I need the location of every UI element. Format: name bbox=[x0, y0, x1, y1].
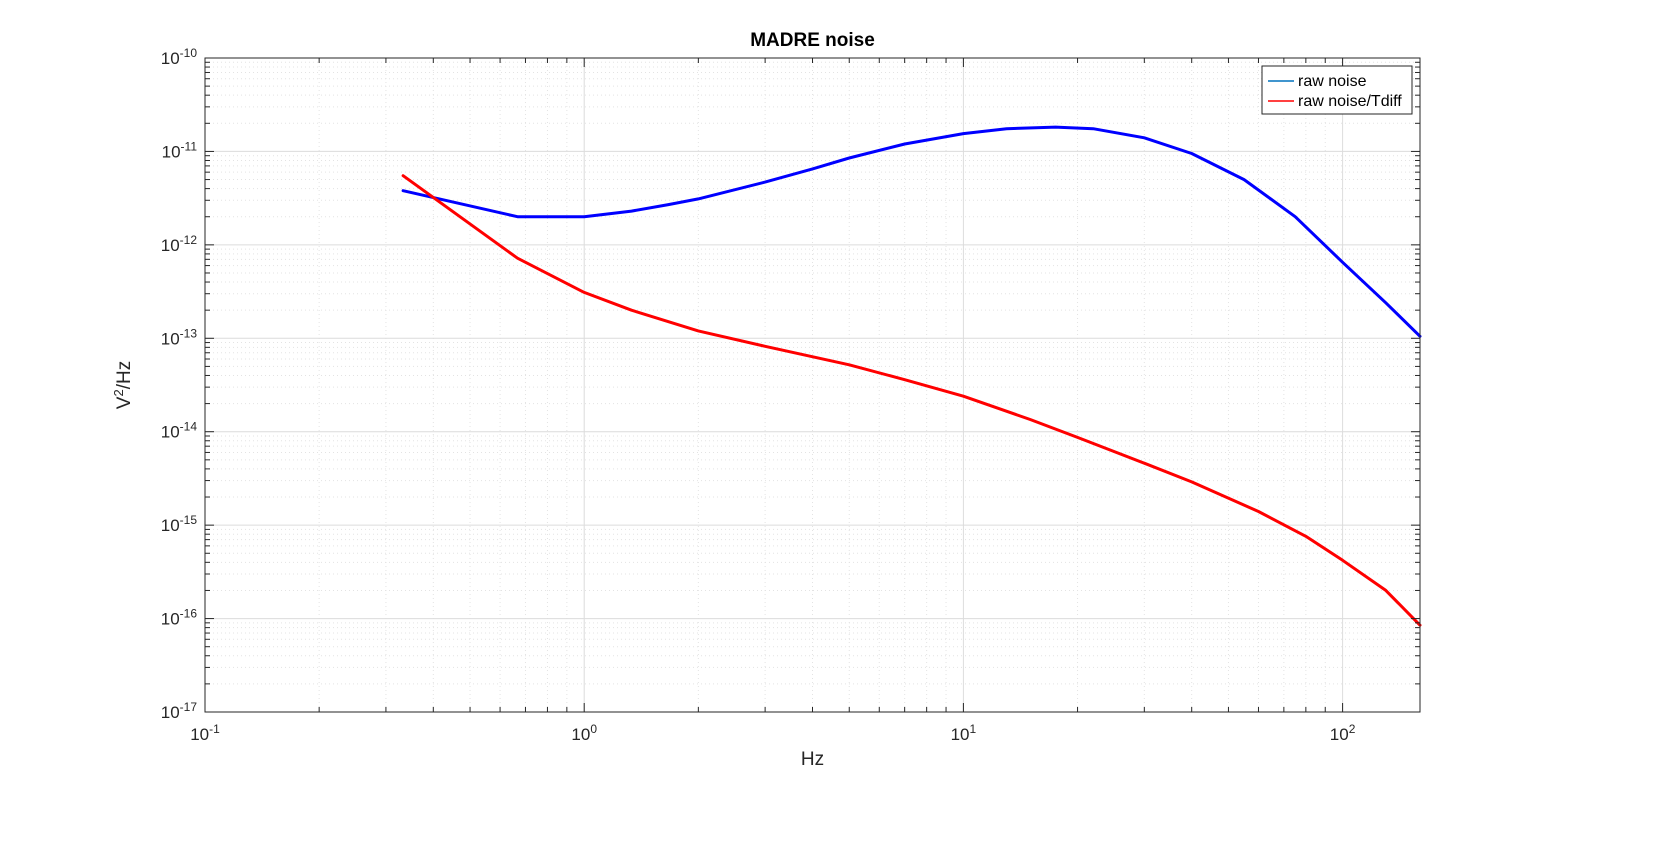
y-tick-label: 10-11 bbox=[162, 139, 198, 161]
series-line-1 bbox=[401, 174, 1422, 627]
y-tick-label: 10-13 bbox=[161, 326, 198, 348]
x-tick-label-base: 10 bbox=[190, 725, 209, 744]
y-tick-label-exponent: -15 bbox=[180, 513, 198, 527]
series-layer bbox=[401, 125, 1422, 627]
y-tick-label: 10-16 bbox=[161, 607, 198, 629]
y-tick-label-base: 10 bbox=[161, 423, 180, 442]
x-tick-label-exponent: 2 bbox=[1349, 722, 1356, 736]
y-tick-label-base: 10 bbox=[161, 329, 180, 348]
series-line-0 bbox=[401, 125, 1422, 338]
x-tick-label-base: 10 bbox=[951, 725, 970, 744]
y-tick-label-exponent: -11 bbox=[181, 139, 198, 153]
x-tick-label: 102 bbox=[1330, 722, 1356, 744]
y-tick-label: 10-17 bbox=[161, 700, 198, 722]
x-tick-label-exponent: 0 bbox=[590, 722, 597, 736]
minor-grid bbox=[205, 58, 1420, 712]
x-tick-label: 101 bbox=[951, 722, 977, 744]
x-tick-label-exponent: 1 bbox=[970, 722, 977, 736]
y-tick-label-base: 10 bbox=[161, 610, 180, 629]
x-tick-label-exponent: -1 bbox=[209, 722, 220, 736]
y-axis-label: V2/Hz bbox=[111, 361, 136, 409]
y-tick-label-exponent: -10 bbox=[180, 46, 198, 60]
y-tick-label-exponent: -14 bbox=[180, 420, 198, 434]
x-tick-label-base: 10 bbox=[571, 725, 590, 744]
x-tick-label-base: 10 bbox=[1330, 725, 1349, 744]
y-tick-label-exponent: -17 bbox=[180, 700, 198, 714]
y-tick-label: 10-15 bbox=[161, 513, 198, 535]
y-tick-label: 10-10 bbox=[161, 46, 198, 68]
tick-marks bbox=[204, 57, 1420, 713]
y-tick-label-base: 10 bbox=[161, 703, 180, 722]
legend-label-raw-noise-tdiff: raw noise/Tdiff bbox=[1298, 93, 1402, 110]
legend-box bbox=[1261, 65, 1413, 115]
legend: raw noise raw noise/Tdiff bbox=[1261, 65, 1413, 115]
x-tick-label: 10-1 bbox=[190, 722, 220, 744]
legend-label-raw-noise: raw noise bbox=[1298, 73, 1367, 90]
x-tick-label: 100 bbox=[571, 722, 597, 744]
y-axis-label-sup: 2 bbox=[111, 389, 126, 396]
y-tick-label-exponent: -16 bbox=[180, 607, 198, 621]
x-axis-label: Hz bbox=[801, 749, 824, 770]
y-tick-label-exponent: -12 bbox=[180, 233, 198, 247]
chart-title: MADRE noise bbox=[750, 30, 875, 51]
y-tick-label-exponent: -13 bbox=[180, 326, 198, 340]
y-tick-label-base: 10 bbox=[161, 236, 180, 255]
y-axis-label-rest: /Hz bbox=[114, 361, 135, 390]
y-tick-label-base: 10 bbox=[162, 142, 181, 161]
y-tick-label-base: 10 bbox=[161, 516, 180, 535]
y-tick-label: 10-14 bbox=[161, 420, 198, 442]
x-tick-labels: 10-1 100 101 102 bbox=[190, 722, 1356, 744]
y-axis-label-base: V bbox=[114, 396, 135, 409]
y-tick-label: 10-12 bbox=[161, 233, 198, 255]
y-tick-label-base: 10 bbox=[161, 49, 180, 68]
